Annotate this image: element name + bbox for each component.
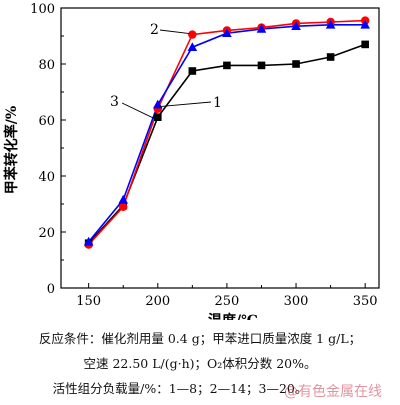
annotation-leader-1 [159,101,212,108]
y-tick-label: 100 [30,2,55,17]
series-2-line [88,19,366,246]
y-tick-label: 40 [38,170,55,185]
series-1-point [118,194,129,204]
series-1-point [360,19,370,29]
x-axis-label: 温度/℃ [208,312,258,320]
series-1-point [325,19,336,29]
series-3-point [292,60,300,68]
line-chart: 150 200 250 300 350 0 20 40 60 80 100 2 3 1 温度/℃ 甲苯转… [3,2,380,320]
series-3-point [326,53,335,61]
series-2-point [119,202,128,211]
y-axis-label: 甲苯转化率/% [3,106,20,194]
series-3-point [153,113,162,121]
annotation-leader-3 [121,102,156,120]
series-1-point [83,236,94,246]
caption-line-3: 活性组分负载量/%：1—8；2—14；3—20。 [52,381,308,396]
x-tick-label: 150 [76,294,101,309]
series-1-point [256,24,267,33]
x-tick-label: 250 [214,294,239,309]
y-tick-label: 60 [38,114,55,129]
x-tick-label: 350 [353,294,378,309]
series-1-line [88,23,366,243]
series-3-line [88,43,366,244]
series-3-point [188,67,197,75]
y-tick-label: 20 [38,226,55,241]
x-tick-label: 200 [145,294,170,309]
plot-area-frame [60,7,380,289]
watermark: @有色金属在线 [284,384,382,400]
y-tick-label: 0 [47,282,55,297]
annotation-label-2: 2 [150,22,159,38]
annotation-label-1: 1 [213,95,222,111]
caption-line-2: 空速 22.50 L/(g·h)；O₂体积分数 20%。 [83,356,317,371]
series-1-point [222,28,232,37]
series-3-point [361,40,369,49]
series-3-point [257,61,266,70]
annotation-leader-2 [159,29,190,35]
series-1-point [187,42,198,51]
annotation-label-3: 3 [110,94,119,110]
y-tick-label: 80 [38,58,55,73]
series-1-point [291,21,301,30]
series-2-point [188,30,197,39]
caption-line-1: 反应条件：催化剂用量 0.4 g；甲苯进口质量浓度 1 g/L； [38,331,362,346]
x-tick-label: 300 [284,294,309,309]
series-3-point [223,61,231,70]
